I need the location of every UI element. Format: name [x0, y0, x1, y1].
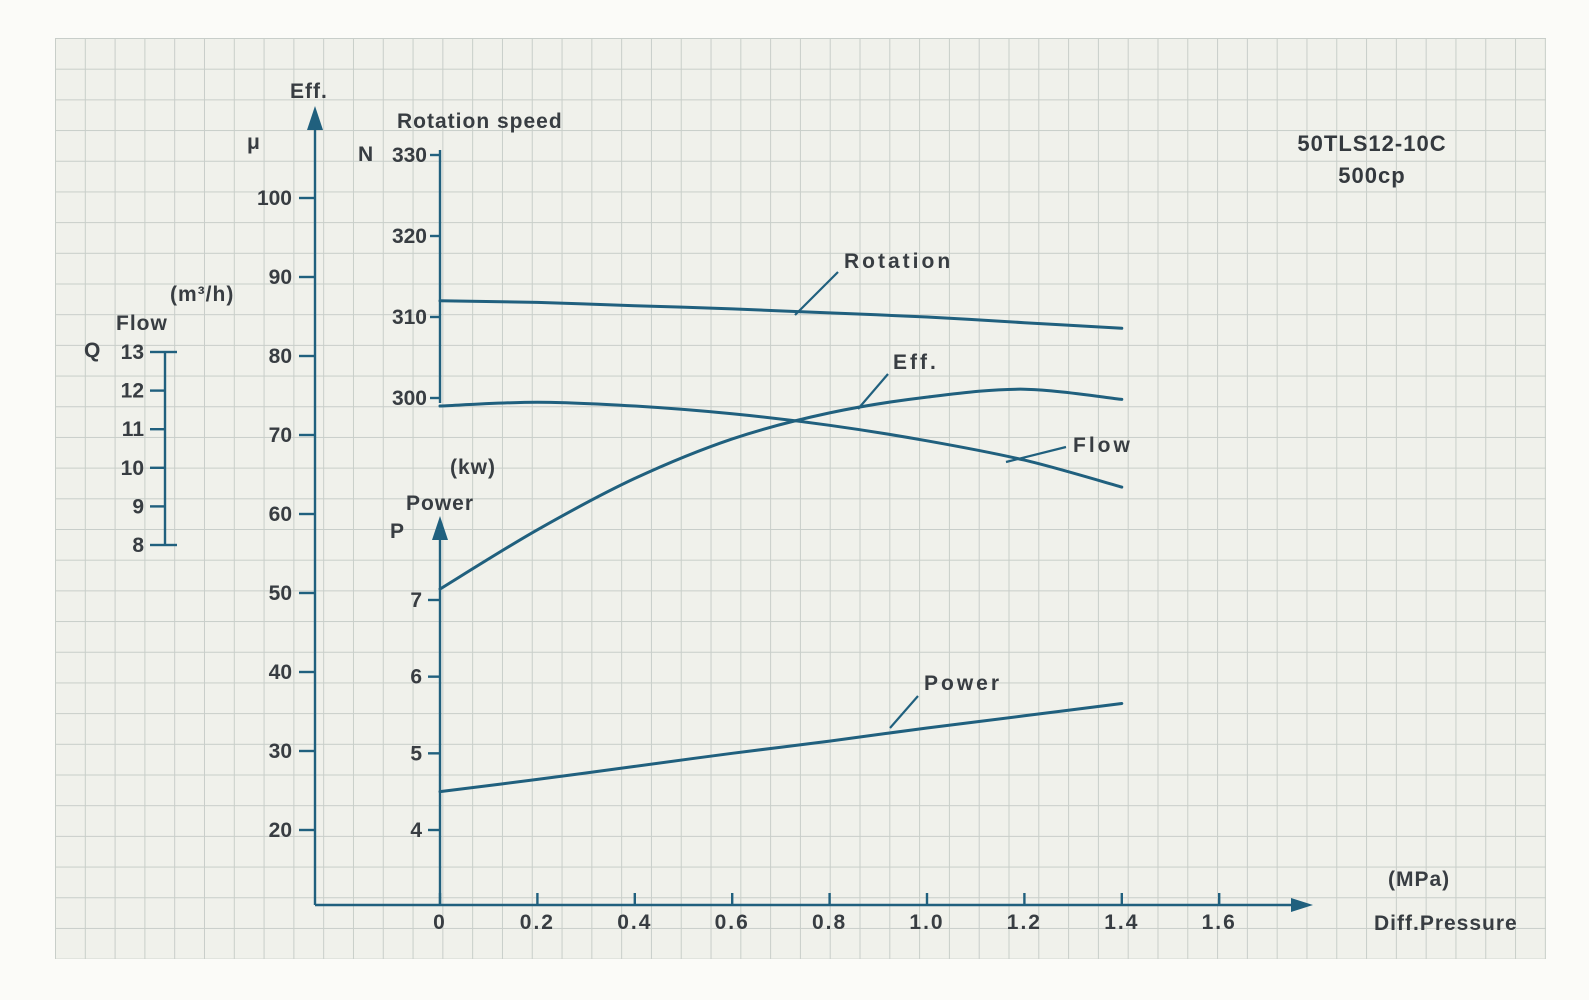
x-tick-label: 0.4 [617, 911, 652, 934]
x-tick-label: 1.2 [1007, 911, 1042, 934]
eff-tick-label: 80 [269, 345, 292, 368]
power-tick-label: 7 [410, 589, 422, 612]
flow-tick-label: 13 [121, 341, 144, 364]
curve-label-eff: Eff. [893, 351, 939, 374]
curve-label-rotation: Rotation [844, 250, 953, 273]
leader-line-rotation [794, 271, 839, 316]
eff-tick-label: 30 [269, 740, 292, 763]
rotation-tick-label: 300 [392, 387, 427, 410]
curve-rotation [438, 299, 1124, 330]
flow-tick-label: 9 [132, 495, 144, 518]
x-tick-label: 1.6 [1202, 911, 1237, 934]
eff-tick-label: 60 [269, 503, 292, 526]
x-tick-label: 0.2 [520, 911, 555, 934]
x-axis-arrow-icon [1291, 898, 1313, 912]
x-tick-label: 0.6 [715, 911, 750, 934]
title-block: 50TLS12-10C 500cp [1272, 128, 1472, 192]
curve-label-power: Power [924, 672, 1002, 695]
eff-tick-label: 40 [269, 661, 292, 684]
flow-axis-unit: (m³/h) [170, 283, 235, 306]
model-number: 50TLS12-10C [1297, 131, 1447, 156]
rotation-tick-label: 330 [392, 144, 427, 167]
power-tick-label: 6 [410, 666, 422, 689]
flow-tick-label: 12 [121, 380, 144, 403]
eff-axis-symbol: μ [247, 131, 261, 154]
x-tick-label: 0.8 [812, 911, 847, 934]
rotation-axis-title: Rotation speed [397, 110, 563, 133]
x-tick-label: 1.4 [1104, 911, 1139, 934]
eff-tick-label: 50 [269, 582, 292, 605]
flow-axis-title: Flow [116, 312, 168, 335]
rotation-tick-label: 310 [392, 306, 427, 329]
power-axis-title: Power [406, 492, 475, 515]
eff-axis-arrow-icon [307, 106, 323, 130]
eff-tick-label: 90 [269, 266, 292, 289]
x-axis-title: Diff.Pressure [1374, 912, 1518, 935]
eff-tick-label: 20 [269, 819, 292, 842]
power-tick-label: 4 [410, 819, 422, 842]
power-tick-label: 5 [410, 742, 422, 765]
curve-power [438, 702, 1124, 794]
leader-line-power [889, 695, 919, 729]
leader-line-flow [1005, 445, 1067, 464]
rotation-axis-symbol: N [358, 143, 375, 166]
x-tick-label: 1.0 [909, 911, 944, 934]
power-axis-arrow-icon [432, 516, 448, 540]
rotation-tick-label: 320 [392, 225, 427, 248]
curve-eff [438, 387, 1124, 591]
leader-line-eff [857, 373, 889, 410]
power-axis-unit: (kw) [450, 456, 496, 479]
flow-tick-label: 10 [121, 457, 144, 480]
x-tick-label: 0 [433, 911, 447, 934]
x-axis-unit: (MPa) [1388, 868, 1451, 891]
power-axis-symbol: P [390, 520, 406, 543]
eff-tick-label: 70 [269, 424, 292, 447]
grid-paper [55, 38, 1546, 959]
flow-tick-label: 8 [132, 534, 144, 557]
flow-axis-symbol: Q [84, 339, 102, 362]
flow-tick-label: 11 [122, 418, 145, 441]
curve-label-flow: Flow [1073, 434, 1133, 457]
viscosity-rating: 500cp [1338, 163, 1406, 188]
eff-tick-label: 100 [257, 187, 292, 210]
curve-flow [438, 400, 1124, 489]
eff-axis-title: Eff. [290, 80, 328, 103]
